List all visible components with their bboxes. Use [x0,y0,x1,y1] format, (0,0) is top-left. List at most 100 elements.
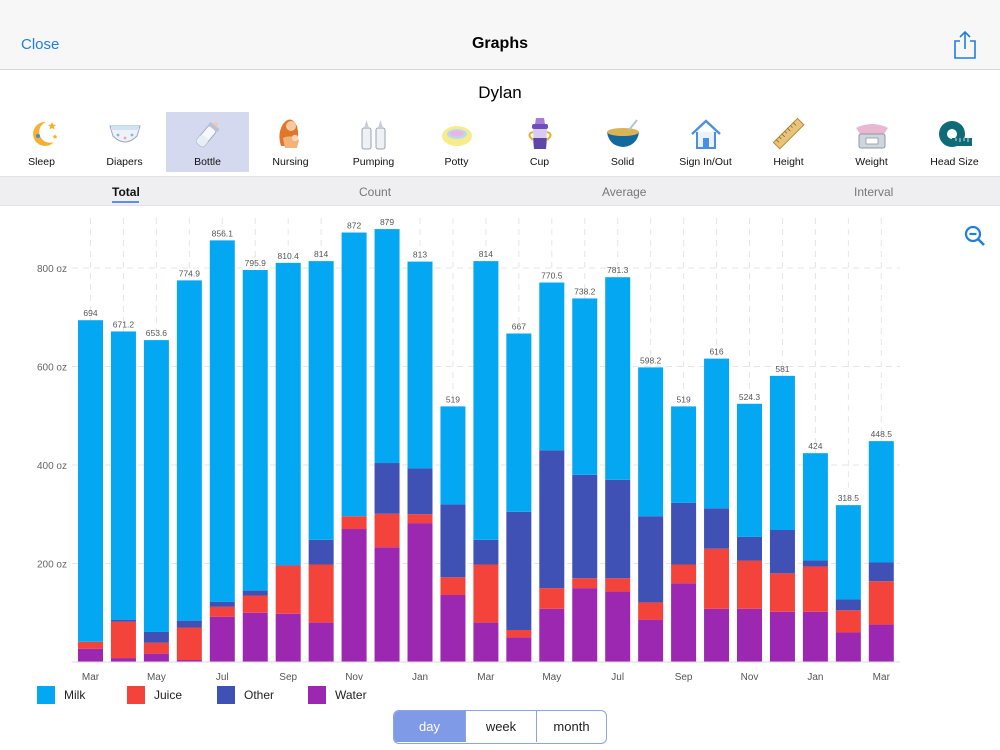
bar-segment-other [473,539,499,565]
category-potty[interactable]: Potty [415,112,498,172]
bar-segment-other [572,474,598,579]
bar-segment-milk [802,453,828,561]
bar-total-label: 872 [347,221,361,231]
bar-segment-juice [440,577,466,596]
bar-total-label: 667 [512,322,526,332]
time-range-toggle: day week month [393,710,607,744]
x-tick-label: Nov [741,672,759,683]
bar-segment-water [506,637,532,662]
x-tick-label: Mar [873,672,891,683]
bar-segment-water [769,611,795,662]
bar-segment-milk [275,262,301,566]
bar-total-label: 813 [413,250,427,260]
bar-segment-juice [835,610,861,633]
bar-segment-other [737,536,762,561]
bar-segment-water [78,648,103,662]
bar-segment-other [209,601,235,607]
bar-total-label: 524.3 [739,392,761,402]
legend-swatch [37,686,55,704]
bar-segment-water [374,547,400,662]
bar-segment-other [440,504,466,578]
page-title: Graphs [471,35,528,52]
category-sign-in-out[interactable]: Sign In/Out [664,112,747,172]
bar-segment-juice [605,578,631,592]
bottle-total-chart: 200 oz 400 oz 600 oz 800 oz 694 671.2 653.6 774… [37,217,900,683]
range-day-button[interactable]: day [394,711,465,742]
category-weight[interactable]: Weight [830,112,913,172]
bar-segment-milk [209,240,235,602]
tab-total[interactable]: Total [112,185,140,199]
bar-segment-water [605,591,631,662]
bar-total-label: 616 [709,347,723,357]
zoom-out-icon[interactable] [963,224,987,248]
bar-segment-water [539,608,565,662]
category-sleep[interactable]: Sleep [0,112,83,172]
bar-segment-milk [407,261,433,469]
close-button[interactable]: Close [21,36,60,53]
category-nursing[interactable]: Nursing [249,112,332,172]
x-tick-label: Sep [279,672,297,683]
bar-segment-juice [737,560,762,609]
tab-average[interactable]: Average [602,185,647,199]
bar-segment-water [110,658,136,662]
category-solid[interactable]: Solid [581,112,664,172]
bar-total-label: 581 [775,364,789,374]
category-cup[interactable]: Cup [498,112,581,172]
bar-total-label: 653.6 [146,328,168,338]
bar-segment-milk [506,333,532,512]
food-bowl-icon [607,119,639,147]
bar-total-label: 795.9 [245,258,267,268]
bar-segment-other [506,511,532,630]
category-pumping[interactable]: Pumping [332,112,415,172]
house-icon [691,119,721,149]
bar-segment-water [868,624,894,662]
baby-bottle-icon [195,122,220,148]
bar-segment-milk [308,261,334,540]
bar-segment-juice [802,566,828,612]
legend-label: Other [244,688,275,702]
legend-label: Milk [64,688,86,702]
bar-segment-milk [769,375,795,531]
bar-segment-juice [638,602,664,620]
bar-segment-other [110,619,136,622]
bar-segment-milk [671,406,697,503]
bar-total-label: 738.2 [574,286,596,296]
legend-label: Juice [154,688,183,702]
divider [465,711,466,742]
share-icon[interactable] [952,30,978,60]
bar-segment-milk [539,282,565,451]
category-diapers[interactable]: Diapers [83,112,166,172]
y-tick-label: 200 oz [37,560,67,571]
category-bottle[interactable]: Bottle [166,112,249,172]
bar-segment-water [440,595,466,662]
bar-segment-juice [242,595,268,613]
category-label: Bottle [194,156,221,168]
bar-segment-milk [143,340,169,632]
bar-segment-juice [868,581,894,625]
bar-total-label: 774.9 [179,268,201,278]
bar-segment-water [704,608,730,662]
x-tick-label: Jul [611,672,624,683]
legend-swatch [217,686,235,704]
moon-stars-icon [33,121,58,146]
bar-segment-water [209,616,235,662]
range-month-button[interactable]: month [553,719,590,734]
bar-segment-other [308,539,334,565]
bar-total-label: 598.2 [640,355,662,365]
potty-icon [442,126,472,146]
category-height[interactable]: Height [747,112,830,172]
x-tick-label: Jan [412,672,428,683]
range-week-button[interactable]: week [485,719,517,734]
nursing-mother-icon [279,119,299,148]
bar-total-label: 814 [479,249,493,259]
bar-segment-other [638,516,664,603]
bar-segment-juice [473,564,499,623]
bar-segment-water [242,612,268,662]
bar-total-label: 448.5 [871,429,893,439]
category-label: Height [773,156,804,168]
tab-interval[interactable]: Interval [854,185,894,199]
bar-segment-other [539,450,565,589]
category-head-size[interactable]: Head Size [913,112,996,172]
tab-count[interactable]: Count [359,185,392,199]
y-tick-label: 800 oz [37,264,67,275]
